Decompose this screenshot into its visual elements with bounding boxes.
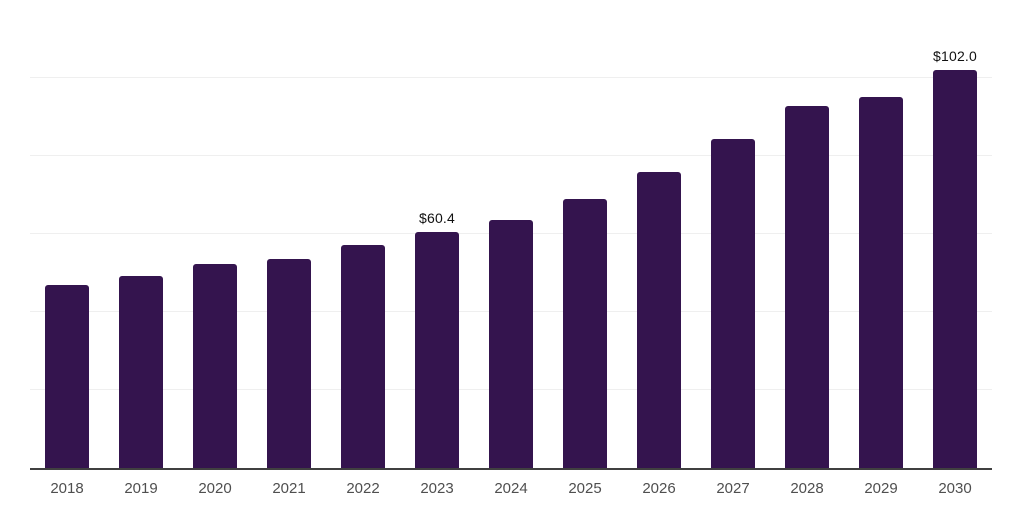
bar-2018[interactable] bbox=[45, 285, 89, 468]
bar-slot-2019 bbox=[104, 2, 178, 468]
bar-slot-2029 bbox=[844, 2, 918, 468]
bar-slot-2023: $60.4 bbox=[400, 2, 474, 468]
x-tick-2023: 2023 bbox=[420, 480, 454, 497]
x-tick-2027: 2027 bbox=[716, 480, 750, 497]
bar-slot-2018 bbox=[30, 2, 104, 468]
bar-2024[interactable] bbox=[489, 219, 533, 468]
bar-2027[interactable] bbox=[711, 139, 755, 468]
bar-slot-2026 bbox=[622, 2, 696, 468]
bar-2028[interactable] bbox=[785, 105, 829, 468]
gridline-80 bbox=[30, 155, 992, 156]
bar-slot-2021 bbox=[252, 2, 326, 468]
plot-area: $60.4 $102.0 bbox=[30, 2, 992, 470]
bar-2023[interactable] bbox=[415, 232, 459, 468]
x-tick-2021: 2021 bbox=[272, 480, 306, 497]
x-tick-2020: 2020 bbox=[198, 480, 232, 497]
bar-slot-2027 bbox=[696, 2, 770, 468]
bar-slot-2030: $102.0 bbox=[918, 2, 992, 468]
gridline-100 bbox=[30, 77, 992, 78]
x-axis-ticks: 2018 2019 2020 2021 2022 2023 2024 2025 2026 2027… bbox=[30, 480, 992, 497]
bar-slot-2025 bbox=[548, 2, 622, 468]
x-tick-2022: 2022 bbox=[346, 480, 380, 497]
x-tick-2019: 2019 bbox=[124, 480, 158, 497]
bar-2022[interactable] bbox=[341, 244, 385, 468]
bar-2030[interactable] bbox=[933, 70, 977, 468]
bars-row: $60.4 $102.0 bbox=[30, 2, 992, 468]
bar-2026[interactable] bbox=[637, 172, 681, 468]
x-tick-2026: 2026 bbox=[642, 480, 676, 497]
x-tick-2024: 2024 bbox=[494, 480, 528, 497]
bar-slot-2022 bbox=[326, 2, 400, 468]
x-tick-2030: 2030 bbox=[938, 480, 972, 497]
x-tick-2025: 2025 bbox=[568, 480, 602, 497]
bar-2019[interactable] bbox=[119, 275, 163, 468]
bar-slot-2028 bbox=[770, 2, 844, 468]
bar-slot-2024 bbox=[474, 2, 548, 468]
value-label-2030: $102.0 bbox=[932, 48, 978, 65]
x-tick-2028: 2028 bbox=[790, 480, 824, 497]
value-label-2023: $60.4 bbox=[418, 210, 456, 227]
bar-slot-2020 bbox=[178, 2, 252, 468]
bar-2021[interactable] bbox=[267, 258, 311, 468]
bar-2029[interactable] bbox=[859, 96, 903, 468]
x-tick-2029: 2029 bbox=[864, 480, 898, 497]
bar-2025[interactable] bbox=[563, 198, 607, 468]
x-tick-2018: 2018 bbox=[50, 480, 84, 497]
bar-2020[interactable] bbox=[193, 263, 237, 468]
